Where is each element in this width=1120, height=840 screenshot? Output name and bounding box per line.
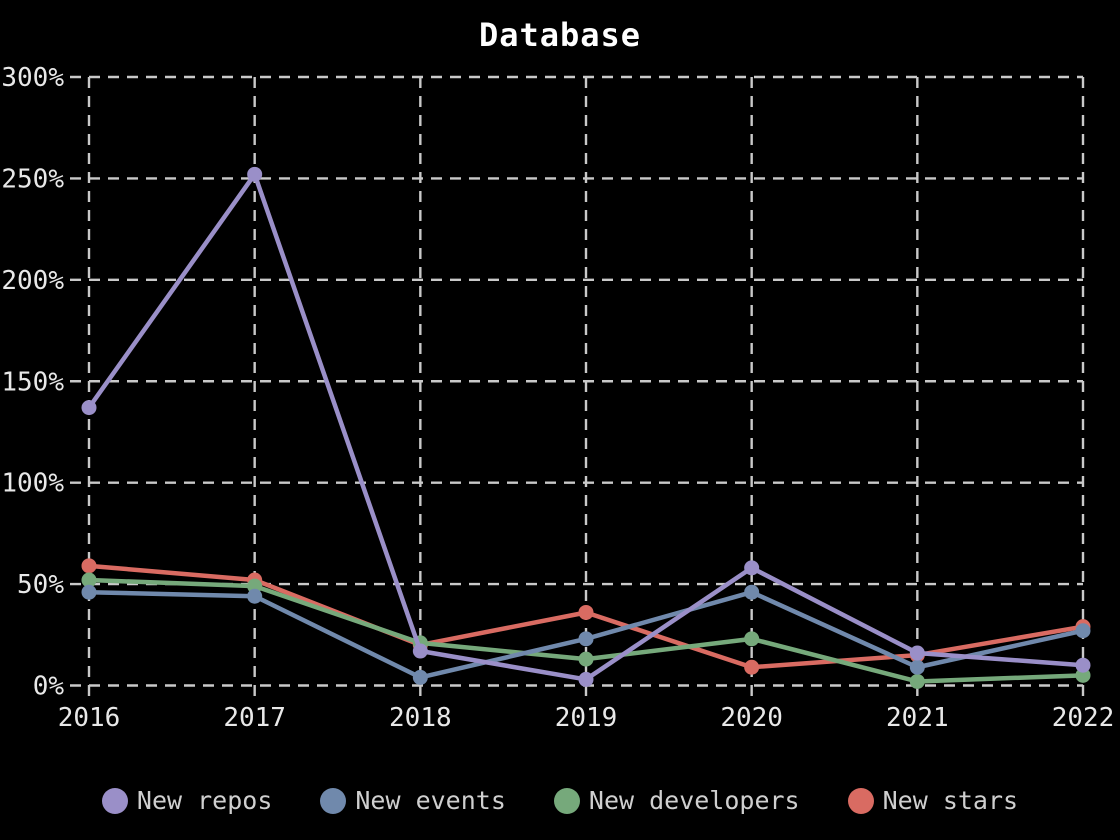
- x-axis-tick-label: 2016: [58, 703, 121, 733]
- data-point-new-stars-2016: [81, 558, 97, 574]
- legend-label-new-repos: New repos: [136, 786, 273, 815]
- y-axis-tick-label: 250%: [1, 164, 64, 194]
- legend-label-new-events: New events: [355, 786, 506, 815]
- legend-dot-new-developers: [553, 787, 580, 814]
- data-point-new-developers-2016: [81, 572, 97, 588]
- data-point-new-repos-2021: [909, 645, 925, 661]
- data-point-new-developers-2020: [744, 631, 760, 647]
- data-point-new-stars-2020: [744, 659, 760, 675]
- legend-item-new-events[interactable]: New events: [320, 786, 506, 815]
- data-point-new-repos-2018: [412, 643, 428, 659]
- data-point-new-developers-2019: [578, 651, 594, 667]
- legend-item-new-repos[interactable]: New repos: [101, 786, 273, 815]
- data-point-new-events-2018: [412, 669, 428, 685]
- data-point-new-events-2020: [744, 584, 760, 600]
- chart-title: Database: [478, 16, 642, 54]
- x-axis-tick-label: 2019: [555, 703, 618, 733]
- x-axis-tick-label: 2018: [389, 703, 452, 733]
- x-axis-tick-label: 2021: [886, 703, 949, 733]
- data-point-new-events-2022: [1075, 623, 1091, 639]
- data-point-new-repos-2022: [1075, 657, 1091, 673]
- data-point-new-stars-2019: [578, 604, 594, 620]
- y-axis-tick-label: 100%: [1, 469, 64, 499]
- legend-label-new-developers: New developers: [588, 786, 800, 815]
- data-point-new-repos-2016: [81, 400, 97, 416]
- y-axis-tick-label: 0%: [33, 672, 65, 702]
- legend-dot-new-repos: [101, 787, 128, 814]
- data-point-new-developers-2021: [909, 673, 925, 689]
- x-axis-tick-label: 2017: [223, 703, 286, 733]
- legend-label-new-stars: New stars: [882, 786, 1019, 815]
- y-axis-tick-label: 150%: [1, 367, 64, 397]
- legend-dot-new-stars: [847, 787, 874, 814]
- legend-item-new-developers[interactable]: New developers: [553, 786, 800, 815]
- data-point-new-repos-2017: [247, 166, 263, 182]
- data-point-new-repos-2020: [744, 560, 760, 576]
- y-axis-tick-label: 50%: [17, 570, 64, 600]
- y-axis-tick-label: 200%: [1, 266, 64, 296]
- x-axis-tick-label: 2020: [720, 703, 783, 733]
- legend-dot-new-events: [320, 787, 347, 814]
- x-axis-tick-label: 2022: [1052, 703, 1115, 733]
- data-point-new-events-2017: [247, 588, 263, 604]
- data-point-new-repos-2019: [578, 671, 594, 687]
- chart-legend: New repos New events New developers New sta…: [0, 786, 1120, 815]
- data-point-new-events-2019: [578, 631, 594, 647]
- data-point-new-events-2021: [909, 659, 925, 675]
- y-axis-tick-label: 300%: [1, 63, 64, 93]
- data-point-new-events-2016: [81, 584, 97, 600]
- legend-item-new-stars[interactable]: New stars: [847, 786, 1019, 815]
